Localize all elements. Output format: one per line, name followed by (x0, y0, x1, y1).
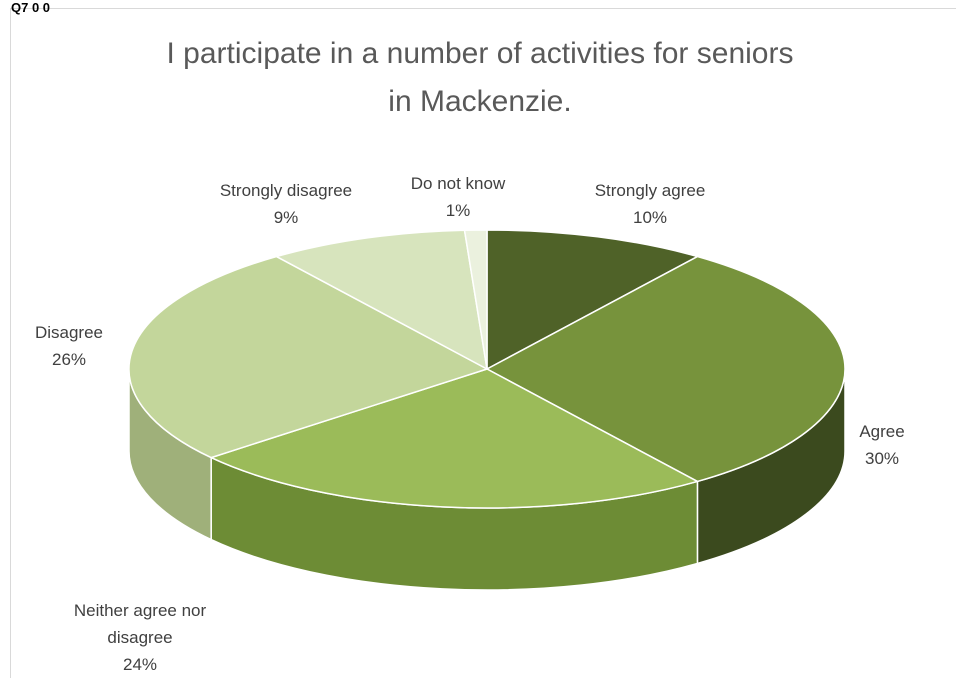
chart-title-line-1: I participate in a number of activities … (166, 37, 794, 70)
label-value: 1% (446, 201, 471, 220)
label-category: disagree (107, 628, 172, 647)
pie-slice-disagree[interactable] (128, 255, 488, 459)
label-agree: Agree 30% (859, 422, 904, 468)
chart-frame: Q7 0 0 (10, 0, 956, 678)
label-value: 9% (274, 208, 299, 227)
pie-slice-neither-agree-nor-disagree[interactable] (210, 368, 699, 509)
label-strongly-disagree: Strongly disagree 9% (220, 181, 352, 227)
chart-title-line-2: in Mackenzie. (388, 85, 572, 118)
label-category: Agree (859, 422, 904, 441)
label-value: 24% (123, 655, 157, 674)
label-category: Neither agree nor (74, 601, 207, 620)
pie-slice-strongly-agree[interactable] (486, 229, 699, 370)
pie-slice-do-not-know[interactable] (463, 229, 488, 370)
label-do-not-know: Do not know 1% (411, 174, 506, 220)
label-category: Do not know (411, 174, 506, 193)
label-category: Disagree (35, 323, 103, 342)
corner-label: Q7 0 0 (11, 0, 51, 15)
label-strongly-agree: Strongly agree 10% (595, 181, 706, 227)
label-category: Strongly agree (595, 181, 706, 200)
label-value: 26% (52, 350, 86, 369)
pie-slices (128, 229, 846, 509)
label-neither-agree-nor-disagree: Neither agree nor disagree 24% (74, 601, 207, 674)
label-disagree: Disagree 26% (35, 323, 103, 369)
label-value: 10% (633, 208, 667, 227)
pie-slice-strongly-disagree[interactable] (275, 229, 488, 370)
label-value: 30% (865, 449, 899, 468)
label-category: Strongly disagree (220, 181, 352, 200)
pie-slice-agree[interactable] (486, 255, 846, 483)
pie-labels: Strongly agree 10% Agree 30% Neither agree n… (35, 174, 905, 674)
